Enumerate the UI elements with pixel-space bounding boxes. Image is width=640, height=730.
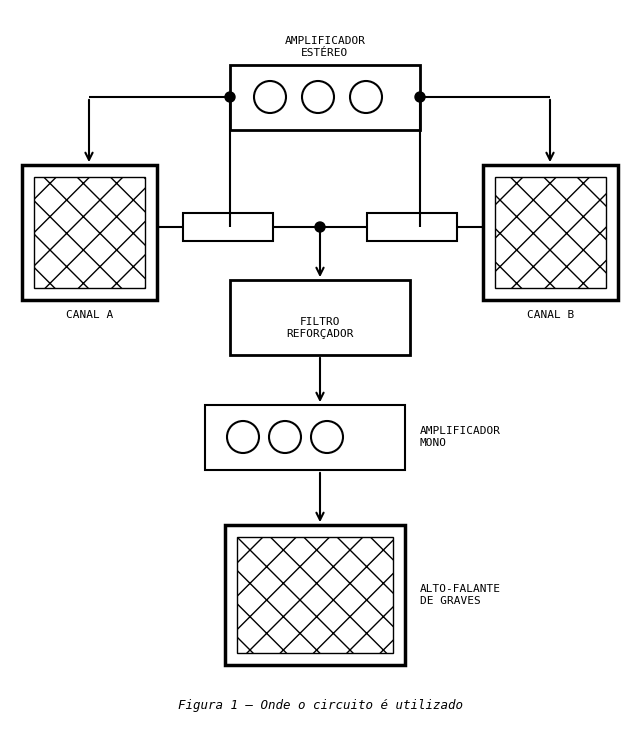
Circle shape [269, 421, 301, 453]
Text: AMPLIFICADOR
MONO: AMPLIFICADOR MONO [420, 426, 501, 447]
Bar [205, 405, 405, 470]
Bar [225, 525, 405, 665]
Circle shape [311, 421, 343, 453]
Bar [367, 213, 457, 241]
Circle shape [315, 222, 325, 232]
Circle shape [302, 81, 334, 113]
Bar [230, 65, 420, 130]
Circle shape [225, 92, 235, 102]
Text: CANAL A: CANAL A [67, 310, 114, 320]
Circle shape [254, 81, 286, 113]
Bar [22, 165, 157, 300]
Text: AMPLIFICADOR
ESTÉREO: AMPLIFICADOR ESTÉREO [285, 36, 365, 58]
Circle shape [415, 92, 425, 102]
Text: CANAL B: CANAL B [527, 310, 575, 320]
Bar [237, 537, 393, 653]
Circle shape [350, 81, 382, 113]
Text: FILTRO
REFORÇADOR: FILTRO REFORÇADOR [286, 317, 354, 339]
Bar [483, 165, 618, 300]
Bar [183, 213, 273, 241]
Bar [34, 177, 145, 288]
Bar [230, 280, 410, 355]
Text: Figura 1 – Onde o circuito é utilizado: Figura 1 – Onde o circuito é utilizado [177, 699, 463, 712]
Bar [495, 177, 606, 288]
Text: ALTO-FALANTE
DE GRAVES: ALTO-FALANTE DE GRAVES [420, 584, 501, 606]
Circle shape [227, 421, 259, 453]
